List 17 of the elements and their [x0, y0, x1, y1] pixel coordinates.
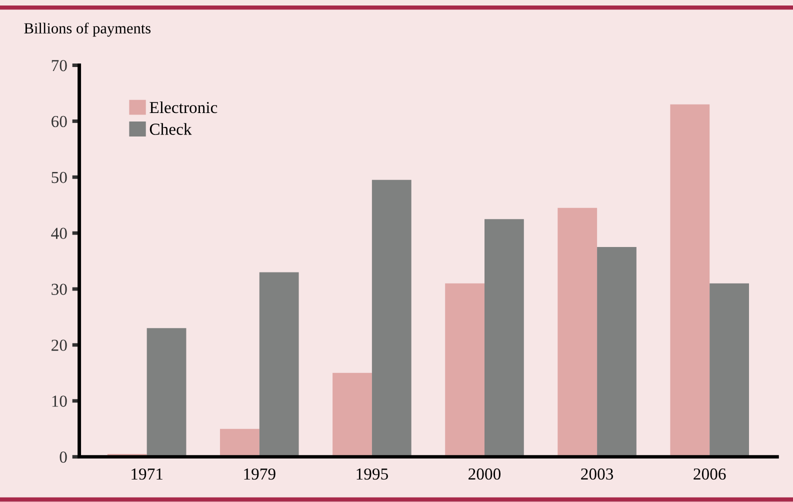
y-tick-label: 60	[52, 116, 67, 128]
legend-label: Electronic	[150, 101, 218, 114]
y-axis-title: Billions of payments	[24, 22, 151, 37]
y-tick-label: 30	[52, 284, 67, 295]
y-tick-label: 0	[60, 452, 67, 463]
x-tick-label: 2003	[581, 468, 614, 480]
x-tick-label: 1995	[356, 468, 388, 480]
x-tick-label: 2000	[468, 468, 501, 480]
y-tick-label: 10	[52, 396, 67, 407]
legend-label: Check	[150, 123, 192, 135]
x-tick-label: 1971	[132, 468, 162, 480]
y-tick-label: 70	[52, 60, 67, 72]
y-tick-label: 20	[52, 340, 67, 351]
x-tick-label: 2006	[694, 468, 726, 480]
y-tick-label: 50	[52, 172, 67, 184]
y-tick-label: 40	[51, 228, 67, 240]
x-tick-label: 1979	[244, 468, 276, 480]
